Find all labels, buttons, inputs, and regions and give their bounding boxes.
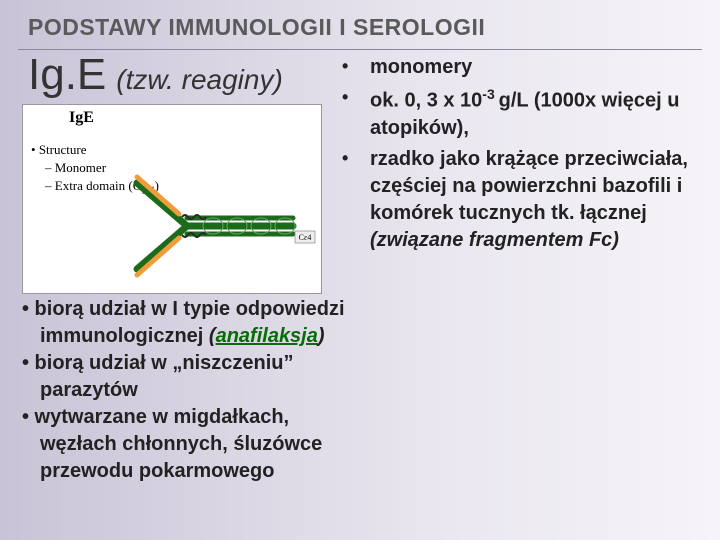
left-column: IgE Structure Monomer Extra domain (CH4) — [22, 98, 342, 294]
bottom-l1b: immunologicznej (anafilaksja) — [22, 323, 698, 350]
columns: IgE Structure Monomer Extra domain (CH4) — [0, 98, 720, 294]
svg-text:Cε4: Cε4 — [299, 233, 312, 242]
diagram-ige-label: IgE — [69, 109, 94, 127]
bottom-l2b: parazytów — [22, 377, 698, 404]
bottom-l1a: • biorą udział w I typie odpowiedzi — [22, 296, 698, 323]
ige-diagram: IgE Structure Monomer Extra domain (CH4) — [22, 104, 322, 294]
bullet-monomery: • monomery — [342, 54, 698, 81]
slide-header: PODSTAWY IMMUNOLOGII I SEROLOGII — [0, 0, 720, 47]
bullet-concentration: • ok. 0, 3 x 10-3 g/L (1000x więcej u at… — [342, 85, 698, 142]
bullet-rzadko: • rzadko jako krążące przeciwciała, częś… — [342, 146, 698, 254]
right-bullets: • monomery • ok. 0, 3 x 10-3 g/L (1000x … — [342, 54, 698, 294]
bottom-l3c: przewodu pokarmowego — [22, 458, 698, 485]
bottom-l3a: • wytwarzane w migdałkach, — [22, 404, 698, 431]
ige-molecule-svg: Cε4 — [127, 171, 317, 281]
bottom-l2a: • biorą udział w „niszczeniu” — [22, 350, 698, 377]
bottom-bullets: • biorą udział w I typie odpowiedzi immu… — [0, 296, 720, 485]
bottom-l3b: węzłach chłonnych, śluzówce — [22, 431, 698, 458]
main-title: Ig.E — [28, 50, 106, 100]
sub-title: (tzw. reaginy) — [116, 64, 283, 96]
structure-title: Structure — [31, 141, 159, 159]
